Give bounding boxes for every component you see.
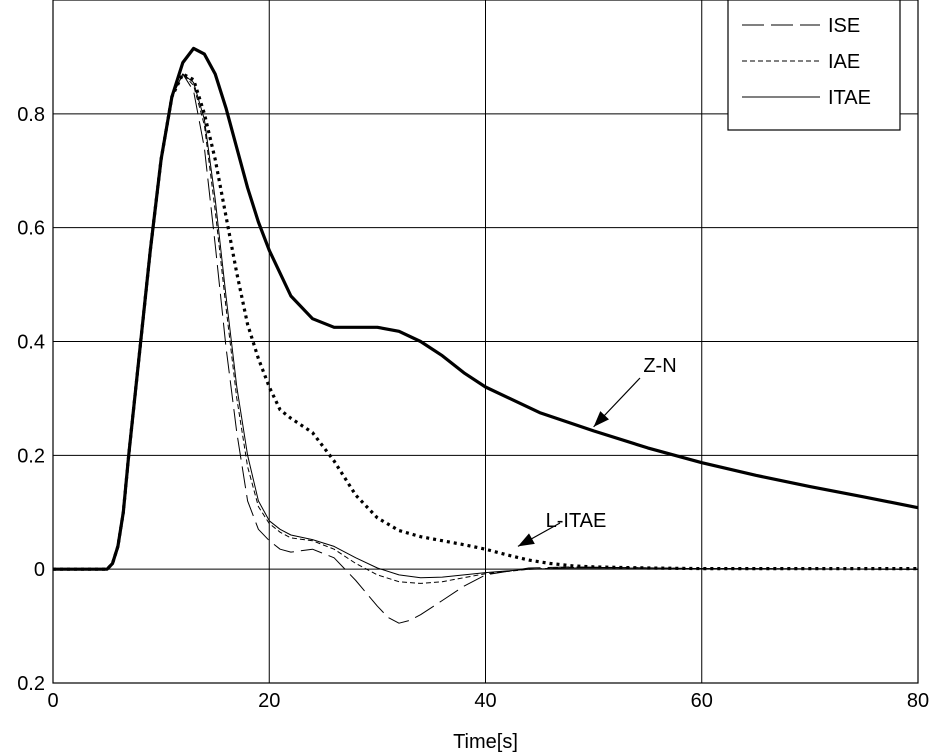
plot-series	[53, 46, 919, 624]
grid-lines	[53, 0, 918, 683]
x-tick-label: 80	[907, 690, 929, 712]
legend: ISE IAE ITAE	[727, 0, 901, 131]
plot-frame	[52, 0, 919, 684]
legend-label-itae: ITAE	[828, 87, 871, 109]
annotation-arrowhead-z-n	[593, 411, 609, 427]
annotation-label-z-n: Z-N	[643, 355, 676, 377]
legend-label-iae: IAE	[828, 51, 860, 73]
annotations: Z-N L-ITAE	[517, 355, 677, 547]
annotation-arrowhead-l-itae	[517, 533, 535, 547]
y-tick-label: 0.4	[17, 332, 45, 354]
series-line-itae	[53, 73, 919, 579]
x-tick-label: 60	[691, 690, 713, 712]
y-tick-label: 0.2	[17, 445, 45, 467]
legend-box	[727, 0, 901, 131]
x-tick-label: 20	[258, 690, 280, 712]
x-axis-label: Time[s]	[453, 731, 518, 753]
x-tick-label: 40	[474, 690, 496, 712]
annotation-label-l-itae: L-ITAE	[546, 510, 607, 532]
y-tick-label: 0.6	[17, 218, 45, 240]
y-tick-label: 0	[34, 559, 45, 581]
legend-label-ise: ISE	[828, 15, 860, 37]
y-tick-label: 0.8	[17, 104, 45, 126]
axis-ticks: 0 20 40 60 800.200.20.40.60.8	[17, 104, 929, 712]
y-tick-label: 0.2	[17, 673, 45, 695]
x-tick-label: 0	[47, 690, 58, 712]
